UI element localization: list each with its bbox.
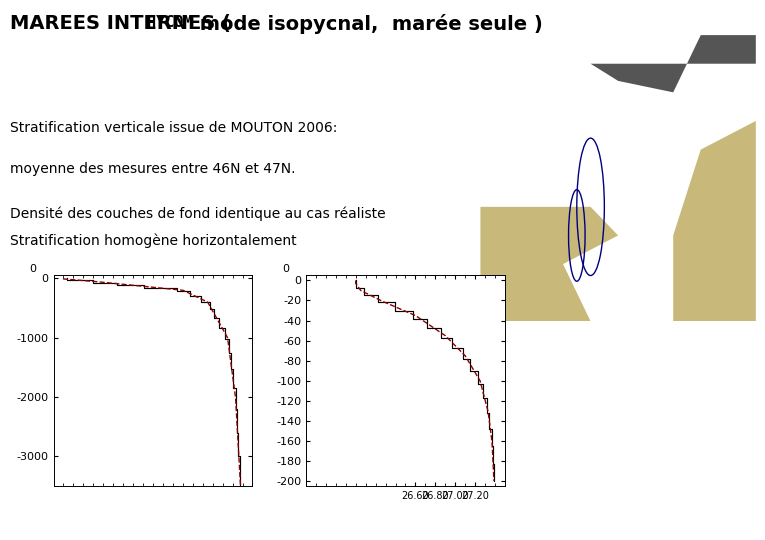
Text: Titre de la présentation: Titre de la présentation xyxy=(9,515,195,529)
Text: Stratification homogène horizontalement: Stratification homogène horizontalement xyxy=(10,233,297,248)
Text: MAREES INTERNES (: MAREES INTERNES ( xyxy=(10,14,231,32)
Text: 0: 0 xyxy=(282,265,289,274)
Polygon shape xyxy=(480,207,618,321)
Text: Stratification verticale issue de MOUTON 2006:: Stratification verticale issue de MOUTON… xyxy=(10,122,337,136)
Text: moyenne des mesures entre 46N et 47N.: moyenne des mesures entre 46N et 47N. xyxy=(10,162,295,176)
Text: mode isopycnal,  marée seule ): mode isopycnal, marée seule ) xyxy=(193,14,542,33)
Text: Densité des couches de fond identique au cas réaliste: Densité des couches de fond identique au… xyxy=(10,206,386,221)
Text: 0: 0 xyxy=(30,265,37,274)
Polygon shape xyxy=(591,35,756,92)
Polygon shape xyxy=(673,121,756,321)
Text: HYCOM: HYCOM xyxy=(147,15,193,30)
